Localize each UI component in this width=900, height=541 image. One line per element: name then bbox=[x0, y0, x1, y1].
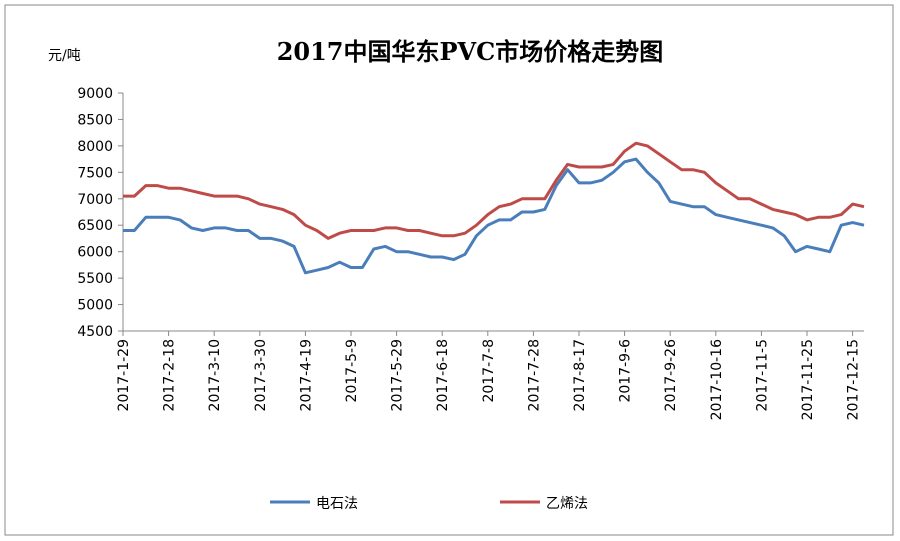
chart-title: 2017中国华东PVC市场价格走势图 bbox=[277, 37, 664, 66]
legend-label: 乙烯法 bbox=[546, 496, 588, 512]
x-tick-label: 2017-6-18 bbox=[435, 339, 451, 411]
y-tick-label: 5000 bbox=[77, 298, 113, 314]
x-tick-label: 2017-7-8 bbox=[481, 339, 497, 403]
y-tick-label: 7000 bbox=[77, 192, 113, 208]
x-tick-label: 2017-9-26 bbox=[663, 339, 679, 412]
y-tick-label: 6500 bbox=[77, 218, 113, 234]
x-tick-label: 2017-8-17 bbox=[572, 339, 588, 411]
y-tick-label: 7500 bbox=[77, 165, 113, 181]
y-tick-label: 8500 bbox=[77, 112, 113, 128]
x-tick-label: 2017-3-10 bbox=[207, 339, 223, 411]
y-tick-label: 4500 bbox=[77, 324, 113, 340]
x-tick-label: 2017-2-18 bbox=[162, 339, 178, 411]
y-tick-label: 9000 bbox=[77, 86, 113, 102]
x-tick-label: 2017-1-29 bbox=[116, 339, 132, 411]
x-tick-label: 2017-5-9 bbox=[344, 339, 360, 403]
series-line bbox=[123, 157, 865, 275]
x-tick-label: 2017-10-16 bbox=[709, 339, 725, 420]
legend-label: 电石法 bbox=[316, 496, 358, 512]
y-tick-label: 5500 bbox=[77, 271, 113, 287]
x-tick-label: 2017-12-15 bbox=[846, 339, 862, 420]
x-tick-label: 2017-11-25 bbox=[800, 339, 816, 420]
x-tick-label: 2017-9-6 bbox=[618, 339, 634, 403]
chart-frame bbox=[4, 4, 894, 536]
y-tick-label: 6000 bbox=[77, 245, 113, 261]
y-axis-label: 元/吨 bbox=[48, 48, 81, 64]
y-tick-label: 8000 bbox=[77, 139, 113, 155]
x-tick-label: 2017-4-19 bbox=[298, 339, 314, 411]
x-tick-label: 2017-3-30 bbox=[253, 339, 269, 411]
x-tick-label: 2017-11-5 bbox=[754, 339, 770, 411]
x-tick-label: 2017-7-28 bbox=[526, 339, 542, 411]
x-tick-label: 2017-5-29 bbox=[390, 339, 406, 411]
series-line bbox=[123, 141, 865, 240]
